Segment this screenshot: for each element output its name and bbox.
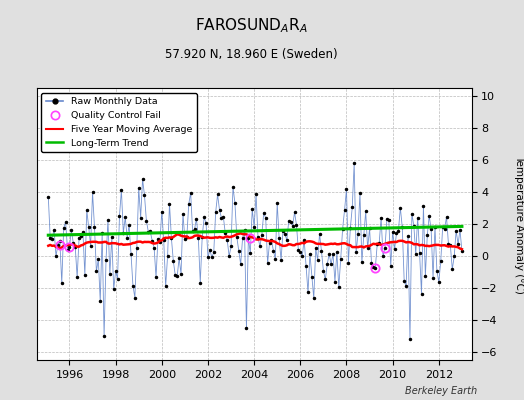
Text: FAROSUND$_A$R$_A$: FAROSUND$_A$R$_A$ <box>195 16 308 35</box>
Legend: Raw Monthly Data, Quality Control Fail, Five Year Moving Average, Long-Term Tren: Raw Monthly Data, Quality Control Fail, … <box>41 93 197 152</box>
Text: 57.920 N, 18.960 E (Sweden): 57.920 N, 18.960 E (Sweden) <box>165 48 338 61</box>
Text: Berkeley Earth: Berkeley Earth <box>405 386 477 396</box>
Y-axis label: Temperature Anomaly (°C): Temperature Anomaly (°C) <box>515 154 524 294</box>
